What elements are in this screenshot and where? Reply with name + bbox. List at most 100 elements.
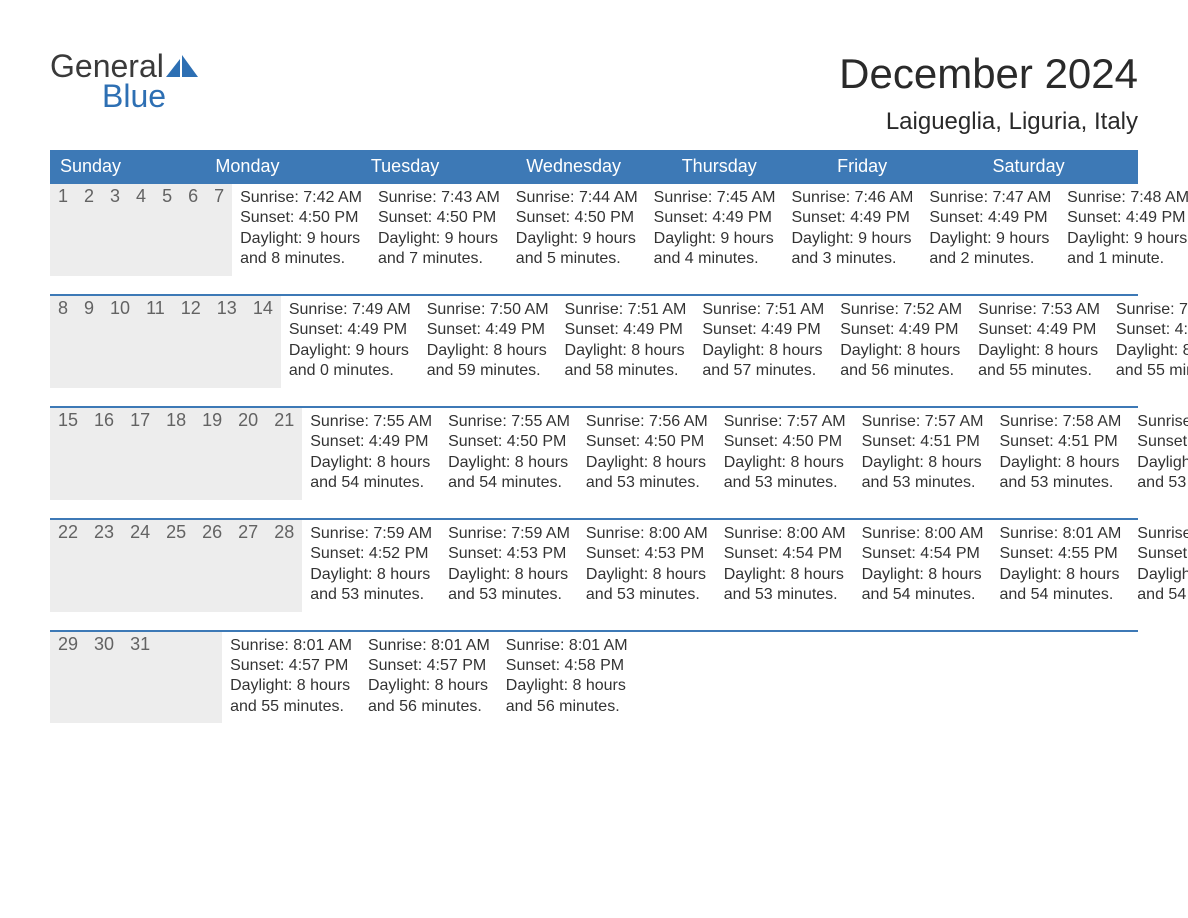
day-number: 31: [122, 632, 158, 724]
page-header: General Blue December 2024 Laigueglia, L…: [50, 50, 1138, 136]
day-number: 24: [122, 520, 158, 612]
daylight-text-1: Daylight: 9 hours: [654, 229, 776, 249]
day-cell: Sunrise: 8:01 AMSunset: 4:55 PMDaylight:…: [991, 520, 1129, 612]
daylight-text-2: and 56 minutes.: [840, 361, 962, 381]
title-block: December 2024 Laigueglia, Liguria, Italy: [839, 50, 1138, 136]
day-cell: Sunrise: 7:57 AMSunset: 4:51 PMDaylight:…: [854, 408, 992, 500]
sunset-text: Sunset: 4:51 PM: [862, 432, 984, 452]
sunrise-text: Sunrise: 7:45 AM: [654, 188, 776, 208]
day-number: [158, 632, 174, 724]
sunrise-text: Sunrise: 7:51 AM: [565, 300, 687, 320]
sunset-text: Sunset: 4:50 PM: [240, 208, 362, 228]
weekday-header: Monday: [205, 150, 360, 184]
sunset-text: Sunset: 4:49 PM: [654, 208, 776, 228]
day-cell: Sunrise: 8:00 AMSunset: 4:54 PMDaylight:…: [716, 520, 854, 612]
daylight-text-1: Daylight: 8 hours: [368, 676, 490, 696]
daylight-text-2: and 8 minutes.: [240, 249, 362, 269]
sunrise-text: Sunrise: 7:42 AM: [240, 188, 362, 208]
day-cell: Sunrise: 7:51 AMSunset: 4:49 PMDaylight:…: [694, 296, 832, 388]
sunrise-text: Sunrise: 7:53 AM: [978, 300, 1100, 320]
day-number-row: 891011121314: [50, 296, 281, 388]
daylight-text-1: Daylight: 8 hours: [724, 453, 846, 473]
day-number: 9: [76, 296, 102, 388]
month-title: December 2024: [839, 50, 1138, 98]
day-number-row: 293031: [50, 632, 222, 724]
weekday-header: Saturday: [983, 150, 1138, 184]
day-number: 3: [102, 184, 128, 276]
daylight-text-2: and 53 minutes.: [724, 473, 846, 493]
sunset-text: Sunset: 4:53 PM: [586, 544, 708, 564]
sunrise-text: Sunrise: 7:54 AM: [1116, 300, 1188, 320]
daylight-text-1: Daylight: 8 hours: [448, 565, 570, 585]
sunrise-text: Sunrise: 7:49 AM: [289, 300, 411, 320]
daylight-text-2: and 55 minutes.: [230, 697, 352, 717]
daylight-text-2: and 56 minutes.: [368, 697, 490, 717]
daylight-text-1: Daylight: 9 hours: [378, 229, 500, 249]
sunrise-text: Sunrise: 7:47 AM: [929, 188, 1051, 208]
day-number: 14: [245, 296, 281, 388]
sunrise-text: Sunrise: 8:01 AM: [506, 636, 628, 656]
day-number: 19: [194, 408, 230, 500]
weekday-header: Sunday: [50, 150, 205, 184]
daylight-text-1: Daylight: 8 hours: [448, 453, 570, 473]
sunset-text: Sunset: 4:51 PM: [999, 432, 1121, 452]
day-cell: Sunrise: 7:49 AMSunset: 4:49 PMDaylight:…: [281, 296, 419, 388]
calendar-week: 891011121314Sunrise: 7:49 AMSunset: 4:49…: [50, 294, 1138, 388]
daylight-text-1: Daylight: 9 hours: [791, 229, 913, 249]
sunset-text: Sunset: 4:49 PM: [1067, 208, 1188, 228]
sunset-text: Sunset: 4:49 PM: [427, 320, 549, 340]
daylight-text-2: and 53 minutes.: [586, 585, 708, 605]
day-number-row: 1234567: [50, 184, 232, 276]
sunrise-text: Sunrise: 8:01 AM: [999, 524, 1121, 544]
sunset-text: Sunset: 4:50 PM: [448, 432, 570, 452]
daylight-text-2: and 53 minutes.: [586, 473, 708, 493]
day-body-row: Sunrise: 7:55 AMSunset: 4:49 PMDaylight:…: [302, 408, 1188, 500]
day-number-row: 15161718192021: [50, 408, 302, 500]
sunrise-text: Sunrise: 7:50 AM: [427, 300, 549, 320]
day-cell: Sunrise: 7:55 AMSunset: 4:50 PMDaylight:…: [440, 408, 578, 500]
sunrise-text: Sunrise: 7:58 AM: [1137, 412, 1188, 432]
daylight-text-2: and 56 minutes.: [506, 697, 628, 717]
logo: General Blue: [50, 50, 200, 112]
sunset-text: Sunset: 4:49 PM: [840, 320, 962, 340]
sunset-text: Sunset: 4:49 PM: [978, 320, 1100, 340]
sunrise-text: Sunrise: 7:55 AM: [448, 412, 570, 432]
sunset-text: Sunset: 4:57 PM: [368, 656, 490, 676]
day-number: 8: [50, 296, 76, 388]
weekday-header: Thursday: [672, 150, 827, 184]
day-cell: Sunrise: 7:44 AMSunset: 4:50 PMDaylight:…: [508, 184, 646, 276]
sunset-text: Sunset: 4:50 PM: [724, 432, 846, 452]
daylight-text-2: and 59 minutes.: [427, 361, 549, 381]
sunset-text: Sunset: 4:54 PM: [724, 544, 846, 564]
day-number: 23: [86, 520, 122, 612]
sunset-text: Sunset: 4:54 PM: [862, 544, 984, 564]
daylight-text-1: Daylight: 8 hours: [999, 453, 1121, 473]
daylight-text-1: Daylight: 9 hours: [1067, 229, 1188, 249]
day-cell: Sunrise: 8:00 AMSunset: 4:54 PMDaylight:…: [854, 520, 992, 612]
calendar-week: 1234567 Sunrise: 7:42 AMSunset: 4:50 PM Da…: [50, 184, 1138, 276]
daylight-text-1: Daylight: 8 hours: [978, 341, 1100, 361]
daylight-text-1: Daylight: 8 hours: [999, 565, 1121, 585]
sunrise-text: Sunrise: 7:52 AM: [840, 300, 962, 320]
daylight-text-1: Daylight: 8 hours: [702, 341, 824, 361]
sunrise-text: Sunrise: 7:43 AM: [378, 188, 500, 208]
day-cell: Sunrise: 7:58 AMSunset: 4:51 PMDaylight:…: [991, 408, 1129, 500]
daylight-text-1: Daylight: 8 hours: [310, 453, 432, 473]
sunrise-text: Sunrise: 7:59 AM: [310, 524, 432, 544]
day-cell: Sunrise: 7:45 AMSunset: 4:49 PMDaylight:…: [646, 184, 784, 276]
daylight-text-2: and 4 minutes.: [654, 249, 776, 269]
sunset-text: Sunset: 4:53 PM: [448, 544, 570, 564]
daylight-text-1: Daylight: 8 hours: [840, 341, 962, 361]
day-number: [174, 632, 190, 724]
daylight-text-2: and 5 minutes.: [516, 249, 638, 269]
daylight-text-2: and 54 minutes.: [310, 473, 432, 493]
sunset-text: Sunset: 4:57 PM: [230, 656, 352, 676]
day-body-row: Sunrise: 7:49 AMSunset: 4:49 PMDaylight:…: [281, 296, 1188, 388]
day-cell: Sunrise: 7:58 AMSunset: 4:52 PMDaylight:…: [1129, 408, 1188, 500]
sunset-text: Sunset: 4:58 PM: [506, 656, 628, 676]
sunset-text: Sunset: 4:49 PM: [1116, 320, 1188, 340]
day-cell: Sunrise: 7:47 AMSunset: 4:49 PMDaylight:…: [921, 184, 1059, 276]
sunset-text: Sunset: 4:49 PM: [565, 320, 687, 340]
daylight-text-2: and 53 minutes.: [1137, 473, 1188, 493]
logo-word-2: Blue: [102, 80, 200, 112]
